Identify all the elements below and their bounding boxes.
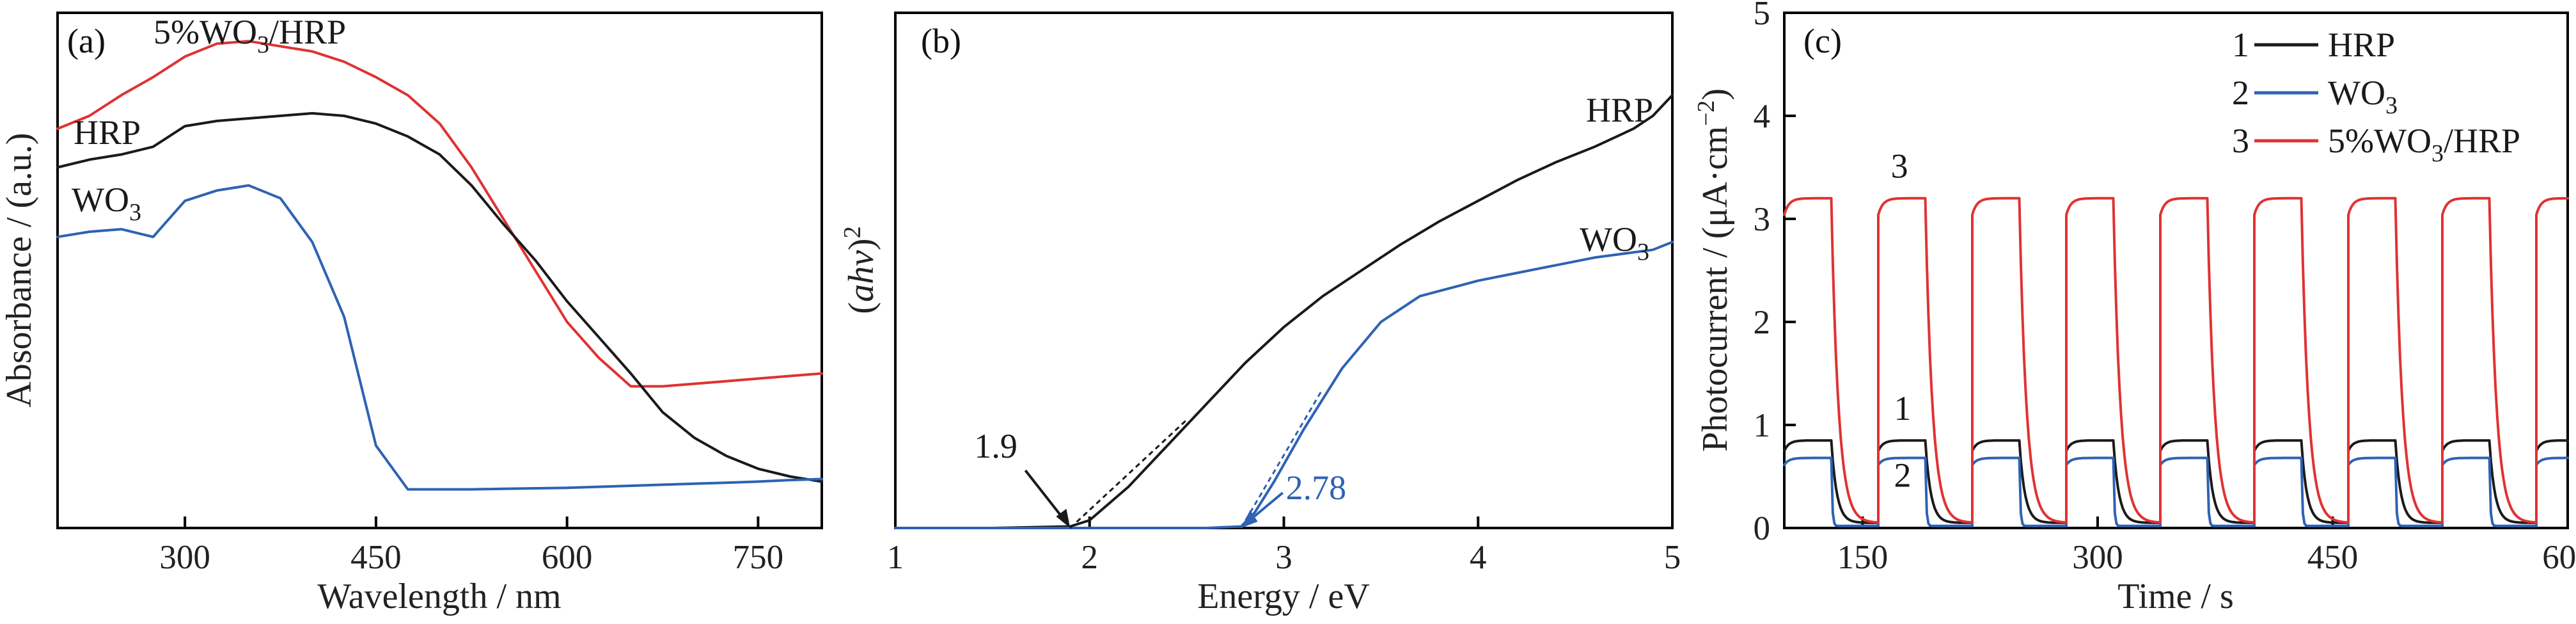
panel-c-ytick-label: 2 — [1754, 304, 1771, 341]
panel-b-series-1 — [894, 93, 1674, 529]
panel-c-curve-label: 2 — [1894, 456, 1912, 495]
panel-b-annotation-2: 2.78 — [1286, 468, 1347, 507]
panel-c-legend-id: 1 — [2232, 26, 2249, 64]
panel-b-annotations: 1.9 2.78 — [974, 427, 1346, 528]
panel-b-xtick-label: 5 — [1664, 539, 1681, 576]
label-a-wo3-p1: WO — [72, 180, 129, 219]
panel-c-xtick-label: 450 — [2307, 539, 2359, 576]
panel-a-legend-label-composite: 5%WO3/HRP — [153, 13, 346, 58]
panel-b-xtick-label: 2 — [1081, 539, 1099, 576]
panel-b-curves — [894, 93, 1674, 529]
panel-c-series-3 — [1783, 196, 2569, 524]
label-b-wo3-sub: 3 — [1637, 239, 1649, 266]
label-a-comp-p2: /HRP — [269, 13, 346, 51]
panel-a-curves — [56, 40, 823, 491]
panel-a-xlabel: Wavelength / nm — [317, 577, 561, 616]
panel-b-fit-wo3 — [1240, 388, 1324, 529]
panel-c-xlabel: Time / s — [2117, 577, 2234, 616]
panel-a-series-3 — [56, 184, 823, 491]
panel-b-xlabel: Energy / eV — [1197, 577, 1370, 616]
panel-c-legend-id: 2 — [2232, 74, 2249, 112]
panel-c-legend: 1 HRP 2 WO3 3 5%WO3/HRP — [2232, 26, 2520, 167]
label-a-wo3-sub: 3 — [129, 199, 141, 226]
ylabel-c-p3: ) — [1695, 88, 1735, 100]
panel-c-ytick-label: 3 — [1754, 201, 1771, 238]
panel-a-xtick-label: 600 — [542, 539, 593, 576]
panel-c-ytick-label: 1 — [1754, 407, 1771, 444]
panel-a-xtick-label: 300 — [159, 539, 210, 576]
panel-a-xtick-label: 750 — [733, 539, 784, 576]
panel-c-legend-label: WO3 — [2328, 74, 2398, 119]
panel-a-label: (a) — [67, 22, 106, 60]
panel-b-series-2 — [894, 241, 1674, 529]
panel-c-curve-label: 1 — [1894, 389, 1912, 428]
panel-b-label: (b) — [921, 22, 961, 60]
panel-b-xtick-label: 1 — [887, 539, 904, 576]
panel-b-arrowhead-2 — [1241, 510, 1258, 528]
panel-b-x-ticks: 1 2 3 4 5 — [887, 516, 1681, 576]
panel-c-legend-id: 3 — [2232, 122, 2249, 160]
panel-a: (a) 300 450 600 750 Wavelength / nm Absorba… — [0, 12, 823, 616]
panel-a-series-1 — [56, 40, 823, 388]
label-b-wo3-p1: WO — [1580, 220, 1637, 259]
panel-c-ylabel: Photocurrent / (μA·cm−2) — [1693, 88, 1735, 452]
panel-a-xtick-label: 450 — [350, 539, 402, 576]
panel-c-legend-label: 5%WO3/HRP — [2328, 122, 2520, 167]
panel-a-x-ticks: 300 450 600 750 — [159, 516, 783, 576]
panel-a-label-wo3: WO3 — [72, 180, 141, 226]
panel-c-ytick-label: 0 — [1754, 510, 1771, 547]
panel-b-annotation-1: 1.9 — [974, 427, 1017, 465]
panel-b-fit-hrp — [1069, 419, 1188, 529]
panel-b-xtick-label: 4 — [1470, 539, 1487, 576]
panel-c: (c) 150 300 450 600 0 1 2 3 4 5 1 HRP 2 WO3 3 5%WO3/HR… — [1693, 0, 2576, 616]
panel-a-frame — [56, 12, 823, 529]
ylabel-b-sup: 2 — [839, 226, 866, 238]
ylabel-b-p1: ( — [842, 302, 881, 314]
panel-c-xtick-label: 150 — [1837, 539, 1889, 576]
panel-c-xtick-label: 300 — [2072, 539, 2123, 576]
panel-c-curve-label: 3 — [1891, 147, 1908, 186]
label-a-comp-p1: 5%WO — [153, 13, 257, 51]
panel-c-ticks: 150 300 450 600 0 1 2 3 4 5 — [1754, 0, 2576, 576]
panel-c-frame — [1783, 12, 2569, 529]
panel-a-series-2 — [56, 112, 823, 483]
panel-b-arrowhead-1 — [1056, 509, 1071, 528]
panel-c-label: (c) — [1803, 22, 1842, 60]
panel-b-ylabel: (ahv)2 — [839, 226, 881, 314]
panel-c-ytick-label: 5 — [1754, 0, 1771, 32]
ylabel-c-p1: Photocurrent / (μA·cm — [1695, 126, 1735, 452]
label-a-comp-sub: 3 — [257, 31, 269, 58]
panel-b-label-hrp: HRP — [1586, 91, 1653, 129]
panel-b-label-wo3: WO3 — [1580, 220, 1649, 266]
panel-c-series-1 — [1783, 439, 2569, 524]
panel-c-series-2 — [1783, 456, 2569, 527]
panel-a-ylabel: Absorbance / (a.u.) — [0, 132, 39, 407]
ylabel-b-p3: ) — [842, 238, 881, 250]
ylabel-b-italic: ahv — [842, 250, 881, 302]
panel-b-xtick-label: 3 — [1275, 539, 1292, 576]
panel-c-xtick-label: 600 — [2542, 539, 2576, 576]
panel-c-legend-label: HRP — [2328, 26, 2395, 64]
panel-a-label-hrp: HRP — [74, 113, 141, 152]
panel-c-curve-labels: 3 1 2 — [1891, 147, 1912, 495]
ylabel-c-sup: −2 — [1693, 100, 1720, 126]
panel-c-curves — [1783, 196, 2569, 527]
panel-b-fit-lines — [1069, 388, 1324, 529]
panel-c-ytick-label: 4 — [1754, 98, 1771, 135]
